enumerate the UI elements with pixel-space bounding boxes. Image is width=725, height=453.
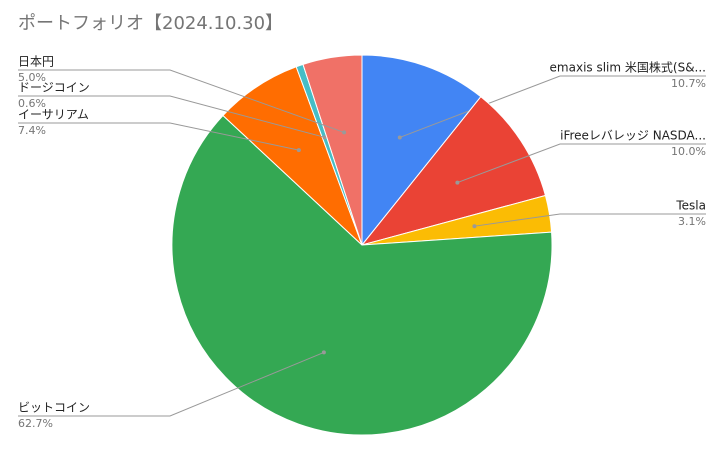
value-label: 3.1% [678, 215, 706, 228]
leader-line [18, 122, 299, 151]
chart-title: ポートフォリオ【2024.10.30】 [18, 13, 283, 34]
legend-label: Tesla [675, 199, 706, 213]
leader-dot [455, 180, 460, 185]
value-label: 62.7% [18, 417, 53, 430]
value-label: 5.0% [18, 71, 46, 84]
pie-slice [361, 54, 482, 247]
leader-line [18, 95, 325, 138]
pie-slice [171, 114, 553, 436]
legend-label: ビットコイン [18, 401, 90, 415]
leader-dot [342, 130, 347, 135]
legend-label: ドージコイン [18, 81, 90, 95]
pie-slice [360, 96, 547, 246]
pie-slice [302, 54, 363, 246]
legend-label: 日本円 [18, 55, 54, 69]
leader-dot [321, 350, 326, 355]
leader-dot [397, 135, 402, 140]
legend-label: イーサリアム [18, 108, 89, 122]
value-label: 10.0% [671, 145, 706, 158]
legend-label: emaxis slim 米国株式(S&... [550, 60, 706, 75]
leader-line [18, 69, 345, 133]
value-label: 7.4% [18, 124, 46, 137]
value-label: 10.7% [671, 77, 706, 90]
leader-dot [296, 148, 301, 153]
leader-dot [322, 135, 327, 140]
leader-line [457, 143, 706, 184]
leader-line [399, 75, 706, 138]
leader-line [18, 351, 325, 417]
value-label: 0.6% [18, 97, 46, 110]
leader-dot [472, 224, 477, 229]
legend-label: iFreeレバレッジ NASDA... [560, 129, 706, 143]
leader-line [474, 213, 706, 227]
